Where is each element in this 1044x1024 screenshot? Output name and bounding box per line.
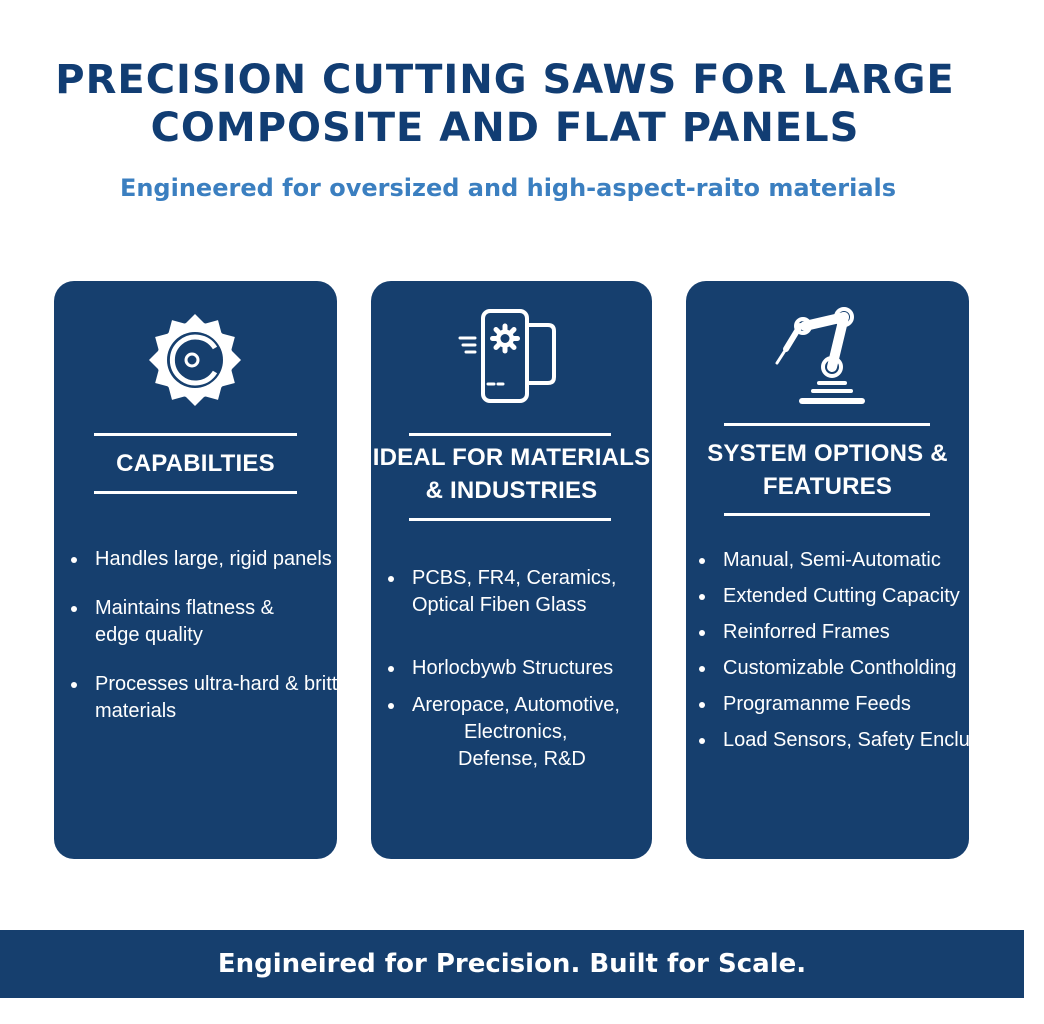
list-item-line: Defense, R&D (458, 748, 586, 770)
list-item-line: materials (95, 700, 177, 722)
materials-industries-list: PCBS, FR4, Ceramics, Optical Fiben Glass… (387, 565, 620, 773)
system-options-card: SYSTEM OPTIONS & FEATURES Manual, Semi-A… (686, 281, 1008, 859)
page-title-line-2: COMPOSITE AND FLAT PANELS (150, 105, 860, 151)
list-item-line: Horlocbywb Structures (412, 657, 614, 679)
list-item-line: edge quality (95, 624, 203, 646)
footer-banner: Engineired for Precision. Built for Scal… (0, 930, 1024, 998)
system-options-heading-line-1: SYSTEM OPTIONS & (707, 440, 948, 467)
device-gear-icon (457, 307, 567, 407)
list-item: Extended Cutting Capacity (698, 583, 1008, 610)
section-divider-top (409, 433, 611, 436)
list-item: Areropace, Automotive, Electronics, Defe… (387, 692, 620, 773)
materials-industries-card: IDEAL FOR MATERIALS & INDUSTRIES PCBS, F… (371, 281, 652, 859)
capabilities-heading-line: CAPABILTIES (116, 450, 275, 477)
list-item-line: Customizable Contholding (723, 657, 957, 679)
list-item: Reinforred Frames (698, 619, 1008, 646)
materials-industries-heading-line-2: & INDUSTRIES (425, 477, 598, 504)
list-item-line: Manual, Semi-Automatic (723, 549, 941, 571)
system-options-heading: SYSTEM OPTIONS & FEATURES (686, 437, 969, 503)
robotic-arm-icon (772, 307, 882, 411)
materials-industries-heading: IDEAL FOR MATERIALS & INDUSTRIES (371, 441, 652, 507)
capabilities-heading: CAPABILTIES (54, 447, 337, 480)
list-item-line: Extended Cutting Capacity (723, 585, 960, 607)
list-item: PCBS, FR4, Ceramics, Optical Fiben Glass (387, 565, 620, 619)
list-item: Maintains flatness & edge quality (70, 595, 353, 649)
capabilities-card: CAPABILTIES Handles large, rigid panels … (54, 281, 353, 859)
footer-tagline: Engineired for Precision. Built for Scal… (217, 949, 807, 979)
capabilities-list: Handles large, rigid panels Maintains fl… (70, 546, 353, 725)
list-item-line: Programanme Feeds (723, 693, 911, 715)
list-item-line: Maintains flatness & (95, 597, 274, 619)
materials-industries-heading-line-1: IDEAL FOR MATERIALS (372, 444, 651, 471)
list-item: Handles large, rigid panels (70, 546, 353, 573)
system-options-heading-line-2: FEATURES (762, 473, 893, 500)
list-item: Programanme Feeds (698, 691, 1008, 718)
system-options-list: Manual, Semi-Automatic Extended Cutting … (698, 547, 1008, 754)
list-item-line: Handles large, rigid panels (95, 548, 332, 570)
section-divider-top (724, 423, 930, 426)
list-item-line: Load Sensors, Safety Enclusres (723, 729, 1008, 751)
list-item: Customizable Contholding (698, 655, 1008, 682)
list-item-line: Processes ultra-hard & brittle (95, 673, 353, 695)
page-title-line-1: PRECISION CUTTING SAWS FOR LARGE (55, 57, 955, 103)
list-item-line: Electronics, (464, 721, 568, 743)
page-subtitle: Engineered for oversized and high-aspect… (119, 174, 897, 202)
list-item-line: PCBS, FR4, Ceramics, (412, 567, 617, 589)
section-divider-bottom (409, 518, 611, 521)
page-title: PRECISION CUTTING SAWS FOR LARGE COMPOSI… (0, 56, 1010, 152)
list-item: Horlocbywb Structures (387, 655, 620, 682)
list-item: Load Sensors, Safety Enclusres (698, 727, 1008, 754)
section-divider-top (94, 433, 297, 436)
list-item-line: Reinforred Frames (723, 621, 890, 643)
section-divider-bottom (724, 513, 930, 516)
list-item: Manual, Semi-Automatic (698, 547, 1008, 574)
circular-saw-blade-icon (142, 307, 248, 413)
list-item-line: Optical Fiben Glass (412, 594, 587, 616)
list-item: Processes ultra-hard & brittle materials (70, 671, 353, 725)
section-divider-bottom (94, 491, 297, 494)
list-item-line: Areropace, Automotive, (412, 694, 620, 716)
